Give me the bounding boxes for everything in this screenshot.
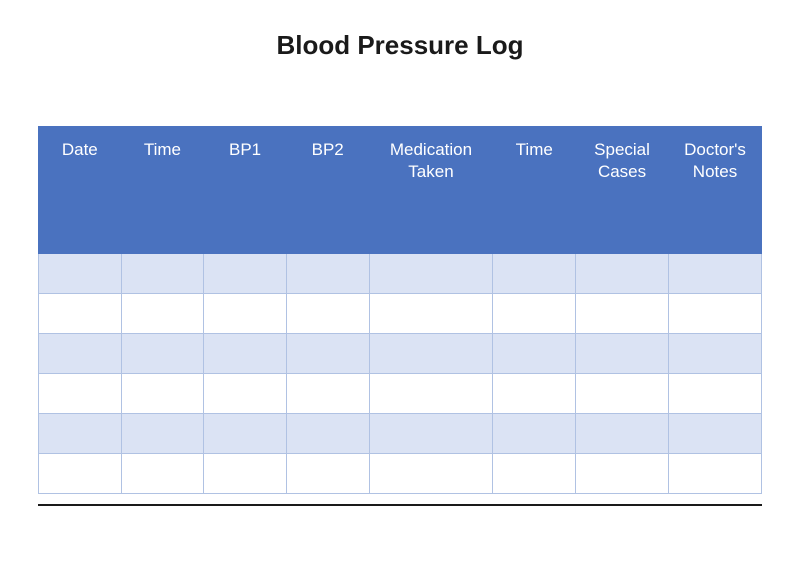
- cell[interactable]: [369, 454, 493, 494]
- cell[interactable]: [369, 414, 493, 454]
- cell[interactable]: [286, 454, 369, 494]
- table-header-row: Date Time BP1 BP2 Medication Taken Time …: [39, 127, 762, 254]
- cell[interactable]: [669, 374, 762, 414]
- col-header-medication: Medication Taken: [369, 127, 493, 254]
- cell[interactable]: [493, 294, 576, 334]
- cell[interactable]: [204, 454, 287, 494]
- cell[interactable]: [576, 254, 669, 294]
- cell[interactable]: [121, 294, 204, 334]
- cell[interactable]: [493, 414, 576, 454]
- cell[interactable]: [121, 414, 204, 454]
- cell[interactable]: [369, 334, 493, 374]
- col-header-time1: Time: [121, 127, 204, 254]
- cell[interactable]: [669, 334, 762, 374]
- cell[interactable]: [286, 414, 369, 454]
- cell[interactable]: [493, 334, 576, 374]
- table-row: [39, 374, 762, 414]
- cell[interactable]: [39, 454, 122, 494]
- cell[interactable]: [669, 454, 762, 494]
- page-title: Blood Pressure Log: [0, 30, 800, 61]
- cell[interactable]: [286, 254, 369, 294]
- table-body: [39, 254, 762, 494]
- table-row: [39, 414, 762, 454]
- table-row: [39, 294, 762, 334]
- cell[interactable]: [39, 374, 122, 414]
- cell[interactable]: [493, 374, 576, 414]
- col-header-bp2: BP2: [286, 127, 369, 254]
- cell[interactable]: [576, 294, 669, 334]
- cell[interactable]: [576, 414, 669, 454]
- col-header-bp1: BP1: [204, 127, 287, 254]
- col-header-date: Date: [39, 127, 122, 254]
- cell[interactable]: [369, 294, 493, 334]
- bp-log-table: Date Time BP1 BP2 Medication Taken Time …: [38, 126, 762, 494]
- cell[interactable]: [493, 254, 576, 294]
- cell[interactable]: [286, 294, 369, 334]
- cell[interactable]: [121, 334, 204, 374]
- cell[interactable]: [369, 254, 493, 294]
- cell[interactable]: [669, 294, 762, 334]
- cell[interactable]: [39, 414, 122, 454]
- cell[interactable]: [576, 454, 669, 494]
- cell[interactable]: [39, 334, 122, 374]
- table-row: [39, 334, 762, 374]
- cell[interactable]: [669, 414, 762, 454]
- cell[interactable]: [121, 254, 204, 294]
- table-container: Date Time BP1 BP2 Medication Taken Time …: [38, 126, 762, 494]
- cell[interactable]: [39, 254, 122, 294]
- cell[interactable]: [576, 374, 669, 414]
- cell[interactable]: [669, 254, 762, 294]
- cell[interactable]: [204, 414, 287, 454]
- cell[interactable]: [493, 454, 576, 494]
- cell[interactable]: [369, 374, 493, 414]
- table-row: [39, 254, 762, 294]
- cell[interactable]: [204, 374, 287, 414]
- cell[interactable]: [121, 454, 204, 494]
- col-header-time2: Time: [493, 127, 576, 254]
- cell[interactable]: [204, 254, 287, 294]
- cell[interactable]: [39, 294, 122, 334]
- cell[interactable]: [204, 334, 287, 374]
- cell[interactable]: [204, 294, 287, 334]
- col-header-special: Special Cases: [576, 127, 669, 254]
- cell[interactable]: [121, 374, 204, 414]
- cell[interactable]: [286, 334, 369, 374]
- cell[interactable]: [576, 334, 669, 374]
- cell[interactable]: [286, 374, 369, 414]
- table-row: [39, 454, 762, 494]
- bottom-divider: [38, 504, 762, 506]
- col-header-notes: Doctor's Notes: [669, 127, 762, 254]
